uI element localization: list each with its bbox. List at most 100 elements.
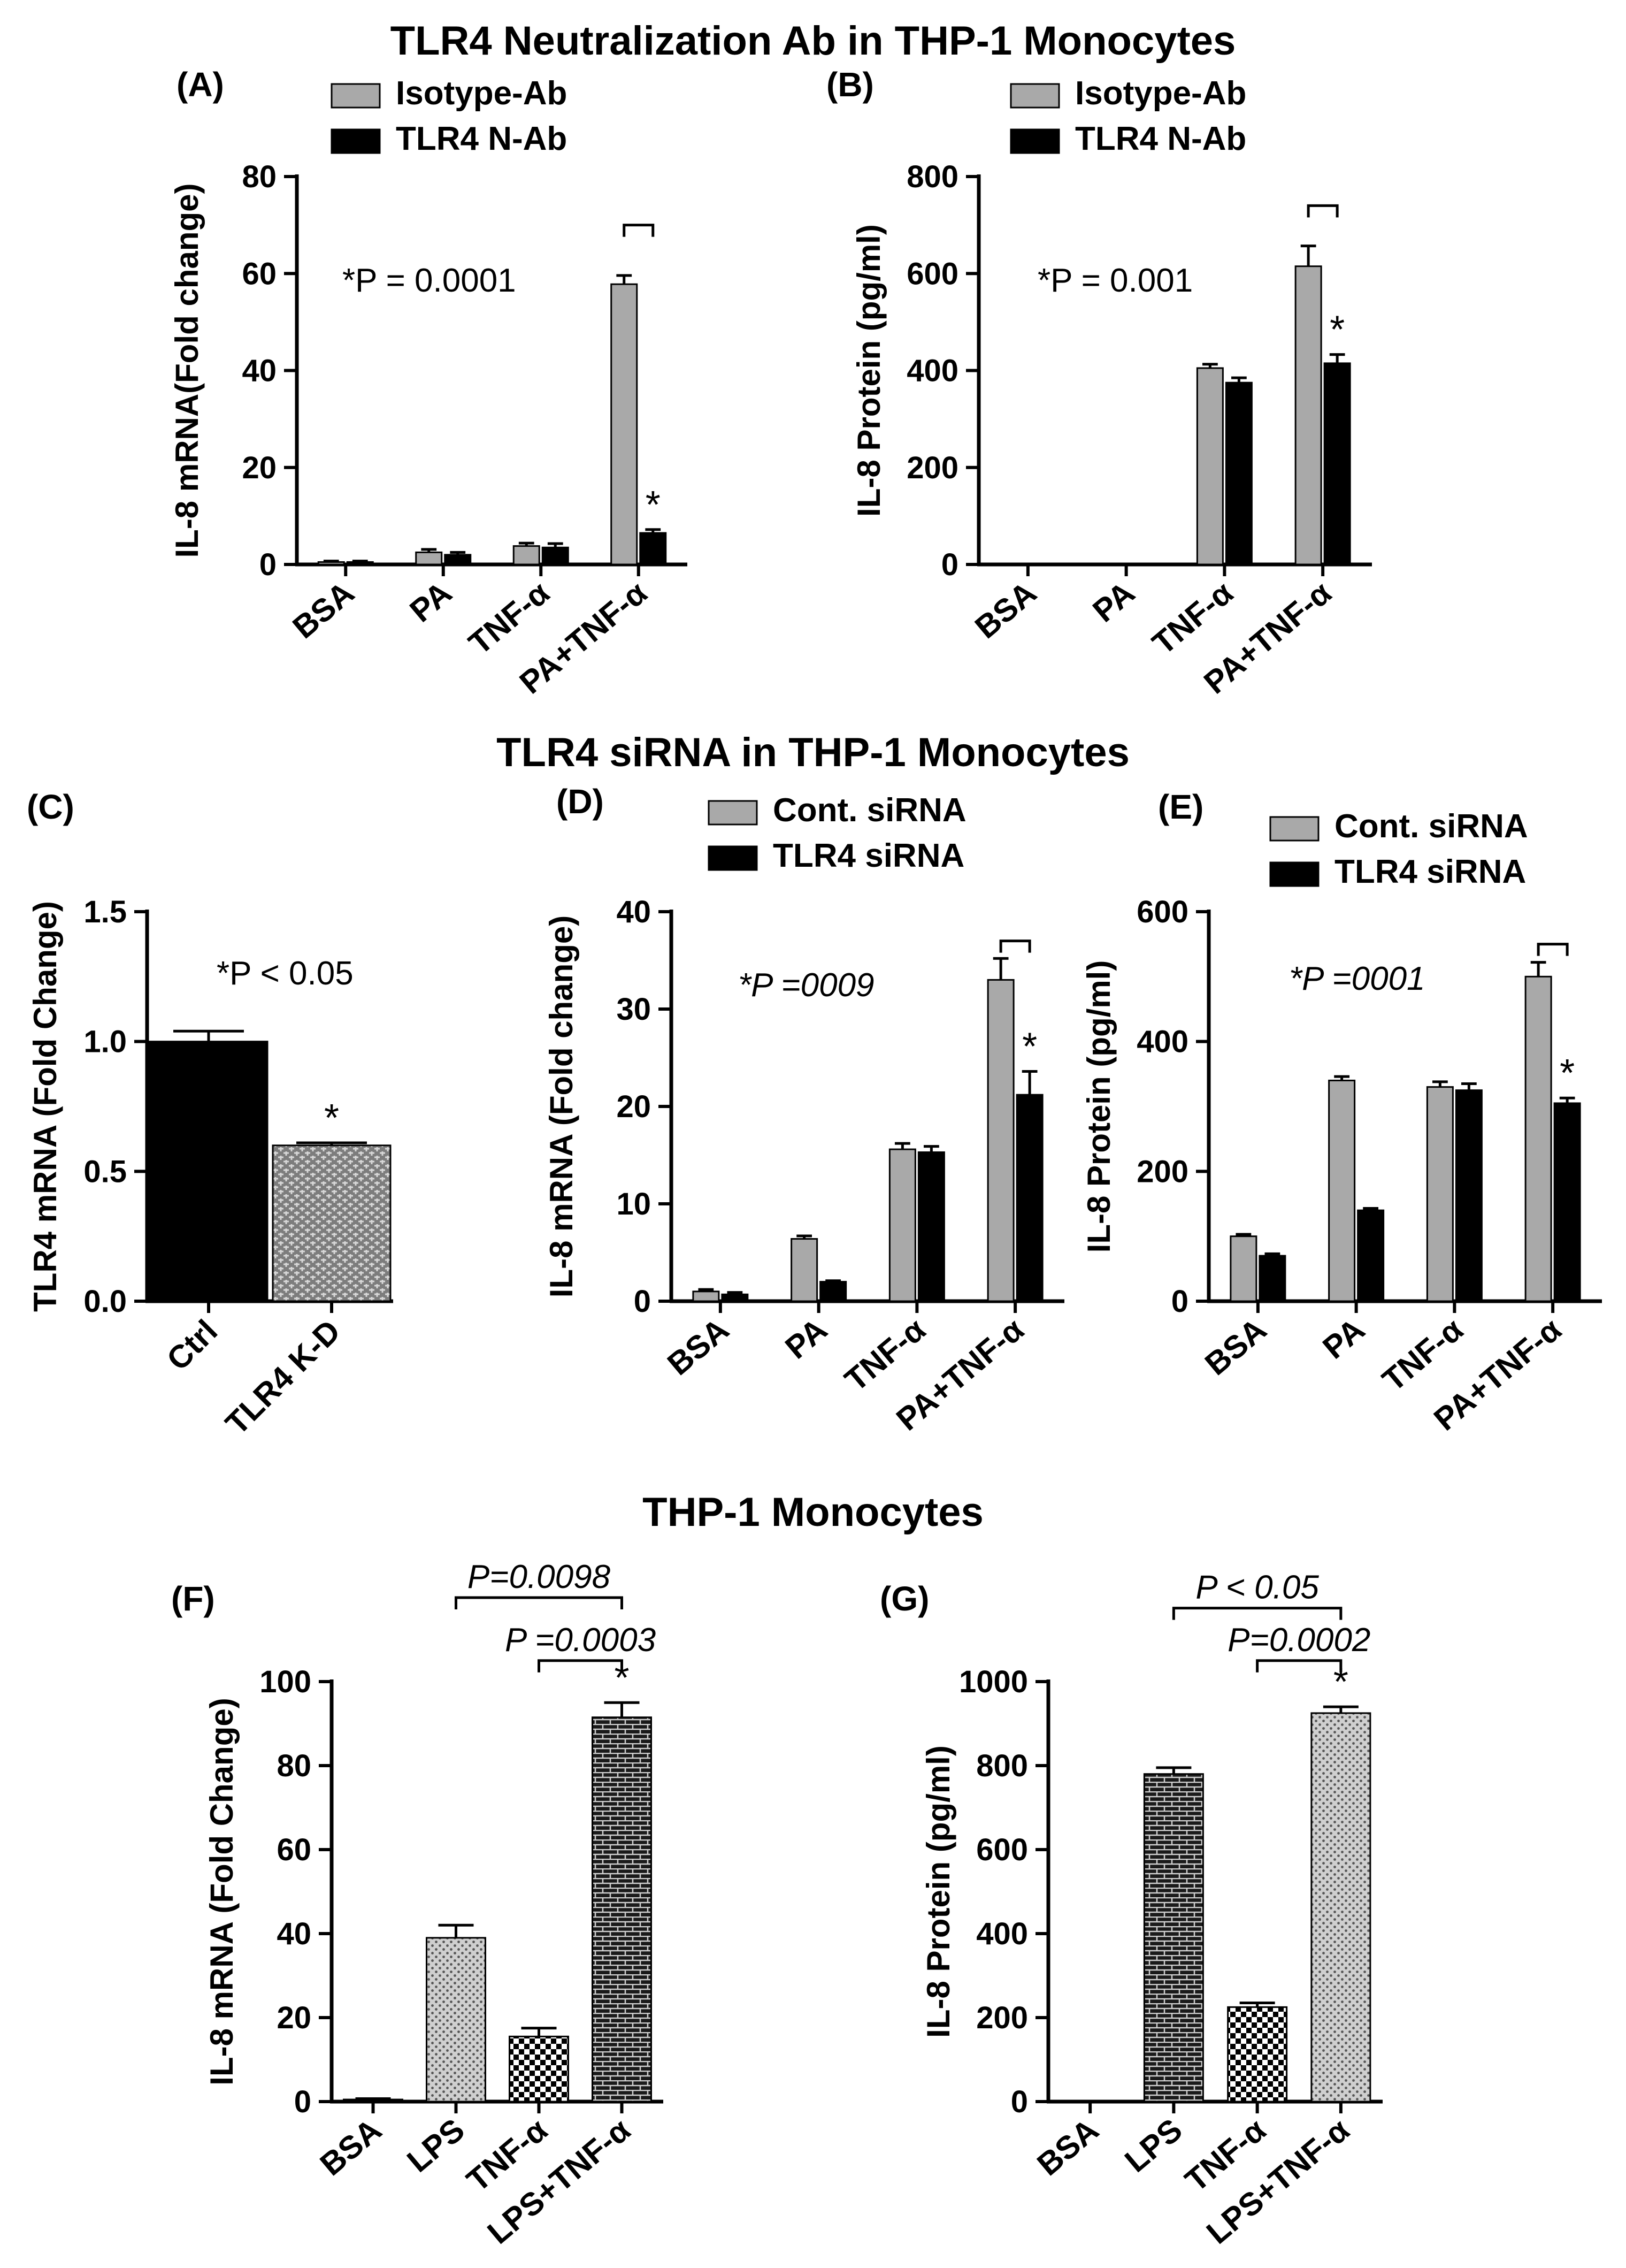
significance-bracket bbox=[455, 1596, 623, 1609]
y-tick-label: 1.0 bbox=[83, 1025, 127, 1059]
y-tick-label: 10 bbox=[616, 1187, 651, 1221]
y-tick-label: 0 bbox=[259, 547, 277, 582]
y-tick-label: 20 bbox=[616, 1089, 651, 1124]
significance-star: * bbox=[1560, 1052, 1575, 1095]
bar bbox=[917, 1151, 945, 1302]
panel-label: (B) bbox=[826, 65, 874, 104]
legend-swatch bbox=[1269, 816, 1320, 842]
x-category-label: BSA bbox=[1030, 2112, 1105, 2183]
y-tick-label: 80 bbox=[242, 159, 277, 194]
significance-star: * bbox=[1022, 1025, 1037, 1068]
x-category-label: TNF-α bbox=[1376, 1311, 1470, 1399]
y-axis-label: IL-8 Protein (pg/ml) bbox=[851, 224, 887, 517]
significance-bracket bbox=[1537, 943, 1569, 956]
bracket-p-value: P < 0.05 bbox=[1195, 1569, 1319, 1606]
legend-swatch bbox=[1010, 83, 1060, 109]
y-tick-label: 0.5 bbox=[83, 1154, 127, 1189]
bar bbox=[272, 1144, 392, 1302]
panel-b-chart: (B) 0 200 400 600 800 IL-8 Protein (pg/ml) BSA P… bbox=[826, 65, 1372, 701]
bar bbox=[1328, 1079, 1356, 1302]
bar bbox=[819, 1281, 847, 1302]
x-category-label: PA bbox=[1086, 575, 1141, 629]
legend-swatch bbox=[1269, 861, 1320, 887]
p-value-text: *P =0001 bbox=[1289, 960, 1425, 997]
significance-bracket bbox=[999, 940, 1031, 953]
bar bbox=[987, 979, 1015, 1302]
panel-c-chart: (C) 0.0 0.5 1.0 1.5 TLR4 mRNA (Fold Change) Ct… bbox=[27, 788, 393, 1441]
y-tick-label: 400 bbox=[976, 1916, 1028, 1951]
bar bbox=[888, 1148, 916, 1302]
y-axis-label: IL-8 Protein (pg/ml) bbox=[921, 1745, 956, 2038]
x-category-label: LPS+TNF-α bbox=[481, 2112, 637, 2251]
x-category-label: TLR4 K-D bbox=[219, 1313, 348, 1442]
panel-f-chart: (F) 0 20 40 60 80 100 IL-8 mRNA (Fold Change) BS… bbox=[171, 1559, 663, 2251]
y-tick-label: 40 bbox=[616, 895, 651, 929]
bar bbox=[426, 1937, 486, 2103]
y-tick-label: 600 bbox=[1137, 895, 1188, 929]
y-tick-label: 20 bbox=[277, 2000, 311, 2035]
title-sirna: TLR4 siRNA in THP-1 Monocytes bbox=[496, 730, 1130, 775]
bar bbox=[1310, 1712, 1371, 2103]
y-tick-label: 40 bbox=[242, 354, 277, 388]
x-category-label: LPS bbox=[1118, 2112, 1188, 2179]
y-tick-label: 0.0 bbox=[83, 1284, 127, 1319]
bar bbox=[415, 551, 443, 566]
panel-label: (F) bbox=[171, 1579, 215, 1618]
y-tick-label: 0 bbox=[1011, 2084, 1028, 2119]
x-category-label: BSA bbox=[661, 1311, 735, 1383]
legend-label: TLR4 siRNA bbox=[773, 837, 964, 874]
y-axis-label: IL-8 Protein (pg/ml) bbox=[1081, 960, 1117, 1253]
y-tick-label: 400 bbox=[1137, 1025, 1188, 1059]
x-category-label: TNF-α bbox=[1146, 575, 1240, 662]
legend-label: TLR4 N-Ab bbox=[1075, 120, 1246, 157]
p-value-text: *P =0009 bbox=[738, 967, 875, 1004]
bar bbox=[1225, 381, 1253, 566]
y-tick-label: 0 bbox=[294, 2084, 311, 2119]
bar bbox=[791, 1238, 818, 1302]
bar bbox=[1426, 1086, 1454, 1302]
y-tick-label: 200 bbox=[1137, 1154, 1188, 1189]
x-category-label: BSA bbox=[1198, 1311, 1273, 1383]
bar bbox=[509, 2035, 569, 2103]
significance-bracket bbox=[1307, 204, 1339, 218]
panel-e-chart: (E) 0 200 400 600 IL-8 Protein (pg/ml) BSA PA TN… bbox=[1081, 788, 1602, 1438]
y-tick-label: 40 bbox=[277, 1916, 311, 1951]
x-category-label: LPS+TNF-α bbox=[1200, 2112, 1356, 2251]
significance-star: * bbox=[646, 484, 661, 526]
y-tick-label: 100 bbox=[259, 1664, 311, 1699]
bar bbox=[1259, 1255, 1286, 1302]
bar bbox=[149, 1041, 269, 1302]
p-value-text: *P = 0.001 bbox=[1038, 262, 1193, 299]
significance-star: * bbox=[1330, 309, 1345, 352]
y-axis-label: IL-8 mRNA(Fold change) bbox=[169, 184, 205, 558]
y-tick-label: 600 bbox=[976, 1832, 1028, 1867]
significance-bracket bbox=[1172, 1607, 1343, 1620]
bar bbox=[639, 532, 667, 566]
legend-label: Isotype-Ab bbox=[396, 75, 567, 112]
x-category-label: Ctrl bbox=[160, 1313, 224, 1377]
bracket-p-value: P=0.0098 bbox=[467, 1559, 611, 1595]
title-neutralization: TLR4 Neutralization Ab in THP-1 Monocyte… bbox=[390, 18, 1236, 64]
significance-bracket bbox=[623, 224, 655, 237]
legend-swatch bbox=[331, 83, 381, 109]
x-category-label: BSA bbox=[968, 575, 1043, 646]
x-category-label: PA bbox=[403, 575, 459, 629]
panel-label: (A) bbox=[177, 65, 224, 104]
y-tick-label: 0 bbox=[941, 547, 958, 582]
legend-label: Isotype-Ab bbox=[1075, 75, 1246, 112]
panel-label: (G) bbox=[880, 1579, 929, 1618]
panel-d-chart: (D) 0 10 20 30 40 IL-8 mRNA (Fold change) BSA PA… bbox=[543, 782, 1064, 1438]
x-category-label: BSA bbox=[313, 2112, 388, 2183]
legend-swatch bbox=[1010, 128, 1060, 154]
x-category-label: BSA bbox=[286, 575, 361, 646]
bar bbox=[1196, 367, 1224, 566]
significance-bracket bbox=[538, 1659, 623, 1673]
x-category-label: TNF-α bbox=[838, 1311, 932, 1399]
bar bbox=[541, 546, 569, 566]
bar bbox=[1016, 1094, 1044, 1302]
legend-swatch bbox=[708, 845, 758, 871]
y-axis-label: TLR4 mRNA (Fold Change) bbox=[27, 901, 63, 1312]
y-tick-label: 200 bbox=[907, 450, 958, 485]
y-tick-label: 800 bbox=[976, 1748, 1028, 1783]
bar bbox=[1524, 975, 1552, 1302]
